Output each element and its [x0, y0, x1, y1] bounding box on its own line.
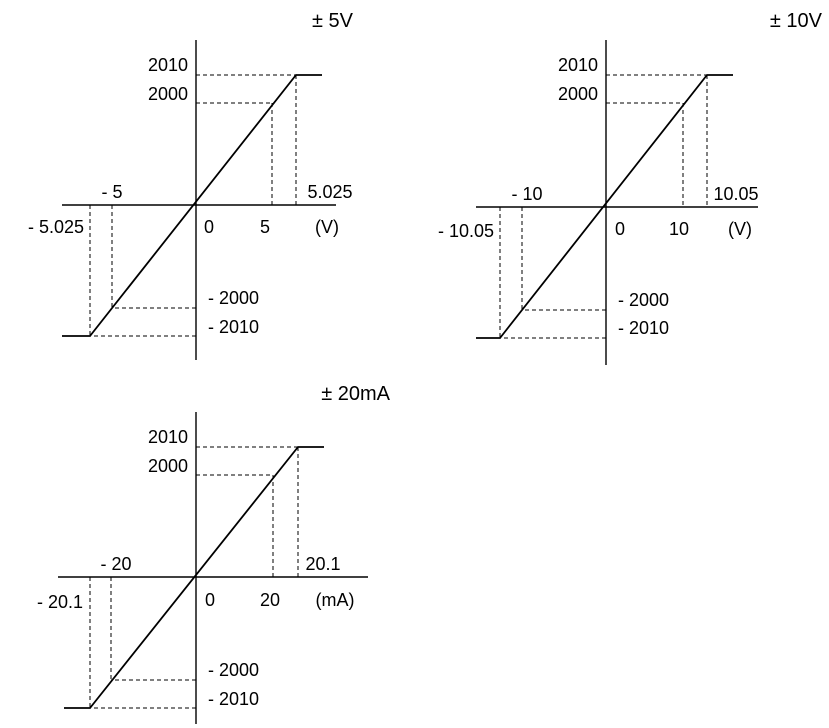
- chart-panel-5v: ± 5V 2010 2000 - 5 5.025 - 5.025 0 5 (V)…: [28, 10, 354, 360]
- y-tick-label: 2000: [148, 456, 188, 476]
- y-tick-label: 2010: [148, 55, 188, 75]
- x-tick-label: - 5: [101, 182, 122, 202]
- transfer-curve: [476, 74, 733, 339]
- transfer-curve: [64, 446, 324, 709]
- x-unit-label: (V): [315, 217, 339, 237]
- chart-panel-10v: ± 10V 2010 2000 - 10 10.05 - 10.05 0 10 …: [438, 10, 823, 365]
- x-tick-label: 0: [615, 219, 625, 239]
- x-tick-label: - 5.025: [28, 217, 84, 237]
- x-tick-label: 5: [260, 217, 270, 237]
- x-tick-label: 0: [205, 590, 215, 610]
- x-tick-label: 10.05: [713, 184, 758, 204]
- y-tick-label: 2000: [558, 84, 598, 104]
- x-tick-label: - 10.05: [438, 221, 494, 241]
- x-tick-label: 5.025: [307, 182, 352, 202]
- x-tick-label: - 10: [511, 184, 542, 204]
- y-tick-label: - 2010: [618, 318, 669, 338]
- y-tick-label: - 2010: [208, 317, 259, 337]
- x-unit-label: (mA): [316, 590, 355, 610]
- x-tick-label: 20: [260, 590, 280, 610]
- x-tick-label: 10: [669, 219, 689, 239]
- y-tick-label: 2000: [148, 84, 188, 104]
- y-tick-label: 2010: [148, 427, 188, 447]
- y-tick-label: - 2010: [208, 689, 259, 709]
- chart-title: ± 10V: [770, 10, 823, 32]
- x-tick-label: - 20: [100, 554, 131, 574]
- chart-title: ± 20mA: [321, 383, 390, 405]
- x-tick-label: 20.1: [305, 554, 340, 574]
- y-tick-label: 2010: [558, 55, 598, 75]
- x-unit-label: (V): [728, 219, 752, 239]
- x-tick-label: 0: [204, 217, 214, 237]
- y-tick-label: - 2000: [618, 290, 669, 310]
- chart-panel-20ma: ± 20mA 2010 2000 - 20 20.1 - 20.1 0 20 (…: [37, 383, 391, 724]
- transfer-curve: [62, 74, 322, 337]
- x-tick-label: - 20.1: [37, 592, 83, 612]
- chart-title: ± 5V: [312, 10, 354, 32]
- y-tick-label: - 2000: [208, 288, 259, 308]
- y-tick-label: - 2000: [208, 660, 259, 680]
